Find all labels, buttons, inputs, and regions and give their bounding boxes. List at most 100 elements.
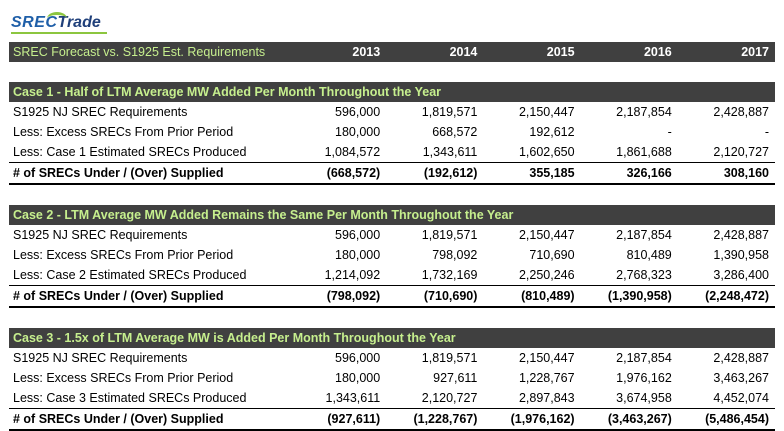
srec-forecast-table: SREC Forecast vs. S1925 Est. Requirement…	[9, 42, 775, 431]
total-value: (5,486,454)	[677, 408, 775, 431]
case-title: Case 3 - 1.5x of LTM Average MW is Added…	[9, 328, 775, 348]
total-row: # of SRECs Under / (Over) Supplied (668,5…	[9, 162, 775, 185]
row-value: 192,612	[529, 125, 575, 139]
row-value: 927,611	[433, 371, 478, 385]
case-title: Case 1 - Half of LTM Average MW Added Pe…	[9, 82, 775, 102]
case-title: Case 2 - LTM Average MW Added Remains th…	[9, 205, 775, 225]
table-row: S1925 NJ SREC Requirements 596,000 1,819,5…	[9, 348, 775, 368]
total-label: # of SRECs Under / (Over) Supplied	[9, 162, 290, 185]
row-value: 596,000	[335, 105, 381, 119]
table-row: Less: Excess SRECs From Prior Period 180,…	[9, 245, 775, 265]
spacer-cell	[9, 184, 775, 205]
row-value: 2,187,854	[616, 228, 672, 242]
total-value: (1,390,958)	[580, 285, 678, 308]
total-value: (798,092)	[289, 285, 387, 308]
row-value: 3,463,267	[713, 371, 769, 385]
total-value: 326,166	[580, 162, 678, 185]
table-row: Less: Excess SRECs From Prior Period 180,…	[9, 122, 775, 142]
table-row: Less: Case 3 Estimated SRECs Produced 1,3…	[9, 388, 775, 409]
case-title-row: Case 1 - Half of LTM Average MW Added Pe…	[9, 82, 775, 102]
table-row: S1925 NJ SREC Requirements 596,000 1,819,5…	[9, 225, 775, 245]
row-value: 2,768,323	[616, 268, 672, 282]
table-row: Less: Case 1 Estimated SRECs Produced 1,0…	[9, 142, 775, 163]
row-label: Less: Excess SRECs From Prior Period	[13, 248, 234, 262]
row-value: 1,602,650	[518, 145, 575, 159]
row-value: 2,428,887	[713, 105, 769, 119]
table-row: Less: Excess SRECs From Prior Period 180,…	[9, 368, 775, 388]
row-label: Less: Case 1 Estimated SRECs Produced	[13, 145, 247, 159]
row-label: Less: Excess SRECs From Prior Period	[13, 125, 234, 139]
spacer-cell	[9, 62, 775, 82]
row-value: 1,819,571	[421, 105, 478, 119]
table-row: S1925 NJ SREC Requirements 596,000 1,819,5…	[9, 102, 775, 122]
year-header-2014: 2014	[386, 42, 484, 62]
row-label: S1925 NJ SREC Requirements	[13, 228, 188, 242]
row-value: 2,428,887	[713, 351, 769, 365]
table-row: Less: Case 2 Estimated SRECs Produced 1,2…	[9, 265, 775, 286]
row-value: 1,819,571	[421, 228, 478, 242]
row-value: 2,897,843	[518, 391, 575, 405]
total-value: (192,612)	[386, 162, 484, 185]
row-value: -	[764, 125, 769, 139]
table-header-row: SREC Forecast vs. S1925 Est. Requirement…	[9, 42, 775, 62]
row-label: S1925 NJ SREC Requirements	[13, 105, 188, 119]
logo-text-trade: Trade	[57, 14, 101, 31]
row-value: 810,489	[626, 248, 672, 262]
total-row: # of SRECs Under / (Over) Supplied (798,0…	[9, 285, 775, 308]
row-value: 1,976,162	[616, 371, 672, 385]
total-label: # of SRECs Under / (Over) Supplied	[9, 285, 290, 308]
logo-underline	[11, 32, 107, 34]
row-value: 710,690	[529, 248, 575, 262]
total-value: (927,611)	[289, 408, 387, 431]
row-value: 596,000	[335, 351, 381, 365]
row-value: 3,286,400	[713, 268, 769, 282]
row-value: 3,674,958	[616, 391, 672, 405]
total-value: (810,489)	[483, 285, 581, 308]
row-value: 1,214,092	[324, 268, 381, 282]
logo-swoosh-icon	[47, 12, 67, 25]
row-value: 798,092	[432, 248, 478, 262]
total-value: 308,160	[677, 162, 775, 185]
row-value: 1,228,767	[518, 371, 575, 385]
row-value: 1,343,611	[422, 145, 478, 159]
section-spacer	[9, 184, 775, 205]
row-value: 1,084,572	[324, 145, 381, 159]
row-value: 180,000	[335, 248, 381, 262]
row-value: 2,250,246	[518, 268, 575, 282]
row-value: 1,819,571	[421, 351, 478, 365]
total-label: # of SRECs Under / (Over) Supplied	[9, 408, 290, 431]
row-value: 180,000	[335, 125, 381, 139]
row-value: 2,187,854	[616, 105, 672, 119]
row-value: 1,343,611	[325, 391, 381, 405]
row-value: 1,732,169	[421, 268, 478, 282]
row-value: 1,390,958	[713, 248, 769, 262]
total-value: (710,690)	[386, 285, 484, 308]
total-value: 355,185	[483, 162, 581, 185]
year-header-2015: 2015	[483, 42, 581, 62]
row-value: 668,572	[432, 125, 478, 139]
total-row: # of SRECs Under / (Over) Supplied (927,6…	[9, 408, 775, 431]
row-value: 2,187,854	[616, 351, 672, 365]
row-label: Less: Case 2 Estimated SRECs Produced	[13, 268, 247, 282]
total-value: (1,976,162)	[483, 408, 581, 431]
logo-text-srec: SREC	[11, 14, 58, 31]
year-header-2017: 2017	[677, 42, 775, 62]
spacer-cell	[9, 307, 775, 328]
row-value: 2,150,447	[518, 105, 575, 119]
total-value: (668,572)	[289, 162, 387, 185]
row-value: 2,150,447	[518, 228, 575, 242]
year-header-2013: 2013	[289, 42, 387, 62]
row-value: 4,452,074	[713, 391, 769, 405]
row-label: Less: Case 3 Estimated SRECs Produced	[13, 391, 247, 405]
row-value: -	[667, 125, 672, 139]
row-value: 1,861,688	[616, 145, 672, 159]
section-spacer	[9, 62, 775, 82]
row-label: Less: Excess SRECs From Prior Period	[13, 371, 234, 385]
section-spacer	[9, 307, 775, 328]
row-value: 2,120,727	[713, 145, 769, 159]
total-value: (1,228,767)	[386, 408, 484, 431]
case-title-row: Case 2 - LTM Average MW Added Remains th…	[9, 205, 775, 225]
table-title: SREC Forecast vs. S1925 Est. Requirement…	[9, 42, 290, 62]
total-value: (2,248,472)	[677, 285, 775, 308]
year-header-2016: 2016	[580, 42, 678, 62]
